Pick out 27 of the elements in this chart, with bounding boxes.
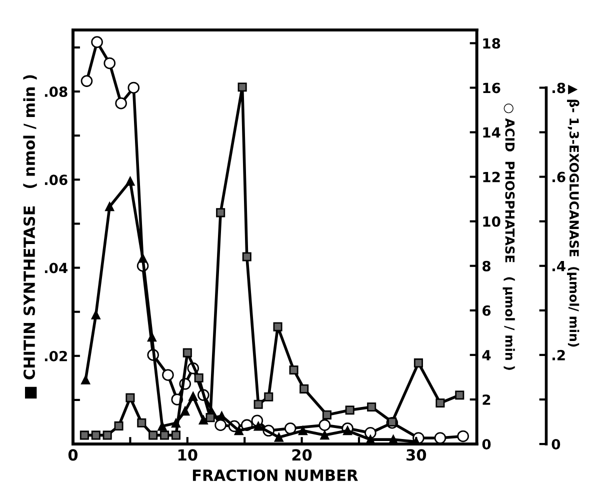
x-tick-label: 30 — [406, 449, 426, 461]
y2-tick-label: 12 — [483, 172, 500, 182]
y3-tick-label: .2 — [552, 350, 565, 360]
y3-axis-title: ▲ β- 1,3-EXOGLUCANASE (μmol/ min) — [567, 84, 580, 347]
y2-tick-label: 2 — [482, 394, 490, 405]
y2-axis-title: ○ ACID PHOSPHATASE ( μmol / min ) — [502, 104, 515, 370]
y2-tick-label: 18 — [483, 38, 500, 49]
y2-tick-label: 8 — [482, 260, 490, 272]
y3-tick-label: .6 — [552, 172, 566, 182]
y2-tick-label: 0 — [482, 438, 491, 450]
x-axis-title: FRACTION NUMBER — [192, 469, 358, 482]
y3-tick-label: 0 — [552, 438, 560, 450]
y2-tick-label: 4 — [482, 350, 491, 360]
y3-tick-label: .8 — [552, 82, 566, 94]
y-axis-title: ■ CHITIN SYNTHETASE ( nmol / min ) — [23, 75, 37, 399]
y-tick-label: .08 — [44, 86, 68, 97]
y2-tick-label: 16 — [483, 82, 500, 94]
y-tick-label: .02 — [44, 350, 67, 362]
y2-tick-label: 10 — [483, 216, 500, 227]
x-tick-label: 20 — [292, 449, 312, 461]
x-tick-label: 0 — [68, 449, 78, 461]
y2-tick-label: 14 — [483, 127, 500, 138]
y2-tick-label: 6 — [482, 305, 491, 316]
x-tick-label: 10 — [178, 449, 198, 461]
y-tick-label: .06 — [44, 174, 68, 186]
y-tick-label: .04 — [44, 262, 68, 274]
y3-tick-label: .4 — [552, 261, 566, 272]
